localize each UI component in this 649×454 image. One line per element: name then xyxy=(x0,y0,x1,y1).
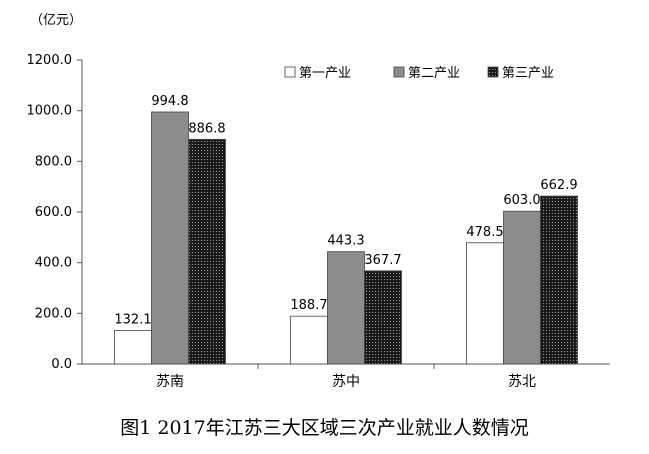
legend-label: 第三产业 xyxy=(502,66,554,81)
legend-swatch xyxy=(284,66,296,78)
legend-swatch xyxy=(487,66,499,78)
data-label: 662.9 xyxy=(540,178,577,193)
bar xyxy=(151,111,189,365)
category-label: 苏中 xyxy=(332,374,360,390)
y-unit-label: （亿元） xyxy=(30,13,82,28)
bar xyxy=(466,242,504,365)
data-label: 603.0 xyxy=(503,193,540,208)
data-label: 132.1 xyxy=(114,313,151,328)
bar xyxy=(327,251,365,365)
y-tick-label: 400.0 xyxy=(35,256,72,271)
bars xyxy=(114,111,578,365)
data-label: 994.8 xyxy=(151,94,188,109)
bar xyxy=(114,330,152,365)
y-tick-label: 0.0 xyxy=(51,357,72,372)
category-labels: 苏南 苏中 苏北 xyxy=(156,374,536,390)
y-tick-label: 600.0 xyxy=(35,205,72,220)
category-label: 苏南 xyxy=(156,374,184,390)
bar-chart: （亿元） 0.0 200.0 400.0 600.0 800.0 1000.0 1200.0… xyxy=(27,13,610,390)
legend-label: 第二产业 xyxy=(408,66,460,81)
data-label: 886.8 xyxy=(188,121,225,136)
legend-label: 第一产业 xyxy=(299,66,351,81)
y-tick-label: 800.0 xyxy=(35,154,72,169)
bar xyxy=(364,270,402,365)
chart-caption: 图1 2017年江苏三大区域三次产业就业人数情况 xyxy=(120,417,529,439)
bar xyxy=(540,195,578,365)
legend: 第一产业 第二产业 第三产业 xyxy=(284,66,554,81)
legend-swatch xyxy=(393,66,405,78)
data-label: 188.7 xyxy=(290,298,327,313)
data-label: 443.3 xyxy=(327,234,364,249)
data-label: 367.7 xyxy=(364,253,401,268)
bar xyxy=(503,210,541,365)
data-label: 478.5 xyxy=(466,225,503,240)
bar xyxy=(290,315,328,365)
y-axis-ticks: 0.0 200.0 400.0 600.0 800.0 1000.0 1200.0 xyxy=(27,53,82,372)
y-tick-label: 200.0 xyxy=(35,306,72,321)
y-tick-label: 1200.0 xyxy=(27,53,73,68)
bar xyxy=(188,138,226,365)
category-label: 苏北 xyxy=(508,374,536,390)
y-tick-label: 1000.0 xyxy=(27,104,73,119)
